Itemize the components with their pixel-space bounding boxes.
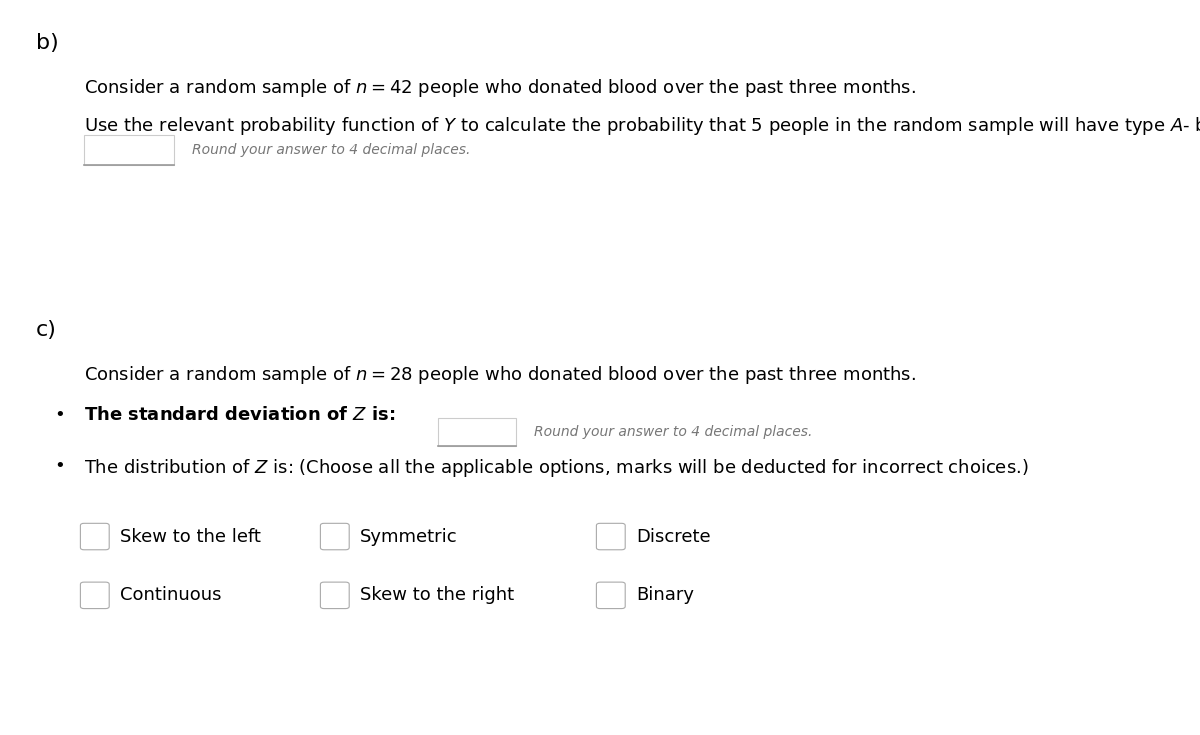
Text: The distribution of $Z$ is: (Choose all the applicable options, marks will be de: The distribution of $Z$ is: (Choose all …: [84, 457, 1028, 479]
Text: b): b): [36, 33, 59, 53]
Text: •: •: [54, 406, 65, 423]
FancyBboxPatch shape: [84, 135, 174, 165]
FancyBboxPatch shape: [80, 582, 109, 609]
Text: Round your answer to 4 decimal places.: Round your answer to 4 decimal places.: [534, 425, 812, 440]
Text: Symmetric: Symmetric: [360, 528, 457, 545]
FancyBboxPatch shape: [80, 523, 109, 550]
Text: c): c): [36, 320, 56, 340]
Text: Skew to the right: Skew to the right: [360, 587, 514, 604]
Text: Consider a random sample of $n = 42$ people who donated blood over the past thre: Consider a random sample of $n = 42$ peo…: [84, 77, 916, 99]
FancyBboxPatch shape: [438, 418, 516, 446]
Text: Continuous: Continuous: [120, 587, 222, 604]
Text: •: •: [54, 457, 65, 475]
Text: Binary: Binary: [636, 587, 694, 604]
Text: Skew to the left: Skew to the left: [120, 528, 260, 545]
Text: Round your answer to 4 decimal places.: Round your answer to 4 decimal places.: [192, 143, 470, 157]
Text: Consider a random sample of $n = 28$ people who donated blood over the past thre: Consider a random sample of $n = 28$ peo…: [84, 364, 916, 386]
Text: Use the relevant probability function of $Y$ to calculate the probability that 5: Use the relevant probability function of…: [84, 115, 1200, 137]
FancyBboxPatch shape: [320, 523, 349, 550]
Text: The standard deviation of $Z$ is:: The standard deviation of $Z$ is:: [84, 406, 395, 423]
Text: Discrete: Discrete: [636, 528, 710, 545]
FancyBboxPatch shape: [596, 582, 625, 609]
FancyBboxPatch shape: [320, 582, 349, 609]
FancyBboxPatch shape: [596, 523, 625, 550]
